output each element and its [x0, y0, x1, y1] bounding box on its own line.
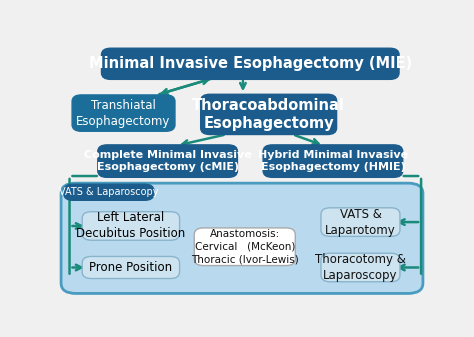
Text: Transhiatal
Esophagectomy: Transhiatal Esophagectomy — [76, 99, 171, 128]
FancyBboxPatch shape — [101, 48, 399, 80]
FancyBboxPatch shape — [82, 256, 180, 278]
Text: Minimal Invasive Esophagectomy (MIE): Minimal Invasive Esophagectomy (MIE) — [89, 56, 412, 71]
FancyBboxPatch shape — [321, 253, 400, 282]
FancyBboxPatch shape — [201, 94, 337, 134]
FancyBboxPatch shape — [61, 183, 423, 294]
Text: Complete Minimal Invasive
Esophagectomy (cMIE): Complete Minimal Invasive Esophagectomy … — [84, 150, 252, 172]
FancyBboxPatch shape — [64, 184, 154, 200]
Text: VATS &
Laparotomy: VATS & Laparotomy — [325, 208, 396, 237]
FancyBboxPatch shape — [82, 212, 180, 240]
Text: Thoracoabdominal
Esophagectomy: Thoracoabdominal Esophagectomy — [192, 98, 345, 131]
Text: Anastomosis:
Cervical   (McKeon)
Thoracic (Ivor-Lewis): Anastomosis: Cervical (McKeon) Thoracic … — [191, 229, 299, 264]
FancyBboxPatch shape — [98, 145, 237, 177]
Text: Prone Position: Prone Position — [89, 261, 173, 274]
Text: VATS & Laparoscopy: VATS & Laparoscopy — [59, 187, 159, 197]
FancyBboxPatch shape — [194, 228, 295, 266]
Text: Left Lateral
Decubitus Position: Left Lateral Decubitus Position — [76, 212, 185, 241]
FancyBboxPatch shape — [72, 95, 175, 131]
Text: Thoracotomy &
Laparoscopy: Thoracotomy & Laparoscopy — [315, 253, 406, 282]
FancyBboxPatch shape — [263, 145, 403, 177]
FancyBboxPatch shape — [321, 208, 400, 236]
Text: Hybrid Minimal Invasive
Esophagectomy (HMIE): Hybrid Minimal Invasive Esophagectomy (H… — [258, 150, 408, 172]
